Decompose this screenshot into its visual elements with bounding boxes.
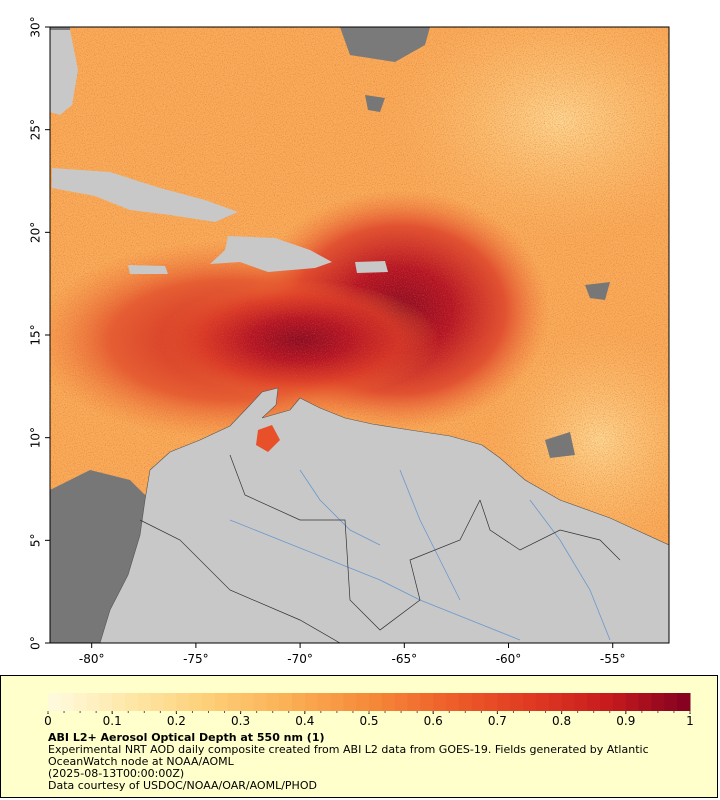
x-tick-label: -55°: [600, 652, 626, 666]
colorbar-step: [535, 693, 550, 711]
colorbar-step: [471, 693, 486, 711]
colorbar-step: [458, 693, 473, 711]
colorbar-step: [125, 693, 139, 711]
colorbar: 0 0.1 0.2 0.3 0.4 0.5 0.6 0.7 0.8 0.9 1: [44, 693, 694, 728]
colorbar-step: [112, 693, 126, 711]
borders: [139, 454, 621, 643]
y-tick-label: 0°: [29, 636, 43, 650]
colorbar-step: [86, 693, 100, 711]
x-tick-label: -70°: [287, 652, 313, 666]
colorbar-step: [214, 693, 229, 711]
colorbar-step: [150, 693, 165, 711]
caption: ABI L2+ Aerosol Optical Depth at 550 nm …: [48, 732, 688, 792]
rivers: [229, 469, 611, 641]
colorbar-tick-label: 1: [686, 714, 694, 728]
y-tick-label: 15°: [29, 324, 43, 345]
colorbar-step: [612, 693, 627, 711]
axes: -80° -75° -70° -65° -60° -55° 0° 5° 10° 15° 20° 25°…: [29, 16, 626, 666]
colorbar-step: [369, 693, 383, 711]
lake: [256, 425, 280, 452]
land: [50, 30, 78, 115]
colorbar-step: [137, 693, 152, 711]
caption-description: Experimental NRT AOD daily composite cre…: [48, 743, 649, 768]
colorbar-step: [291, 693, 306, 711]
colorbar-step: [587, 693, 601, 711]
colorbar-tick-label: 0.2: [167, 714, 186, 728]
y-tick-label: 20°: [29, 222, 43, 243]
colorbar-tick-label: 0.5: [359, 714, 378, 728]
colorbar-step: [330, 693, 344, 711]
no-data: [585, 282, 610, 300]
colorbar-step: [510, 693, 524, 711]
y-tick-label: 30°: [29, 16, 43, 37]
caption-credit: Data courtesy of USDOC/NOAA/OAR/AOML/PHO…: [48, 779, 317, 792]
land: [210, 236, 332, 272]
no-data: [545, 432, 575, 458]
colorbar-tick-label: 0.3: [231, 714, 250, 728]
no-data: [340, 27, 430, 62]
y-tick-label: 5°: [29, 534, 43, 548]
x-tick-label: -80°: [79, 652, 105, 666]
colorbar-step: [317, 693, 331, 711]
colorbar-step: [189, 693, 203, 711]
colorbar-tick-label: 0.9: [616, 714, 635, 728]
colorbar-step: [484, 693, 498, 711]
colorbar-step: [651, 693, 665, 711]
caption-title: ABI L2+ Aerosol Optical Depth at 550 nm …: [48, 731, 325, 744]
colorbar-step: [73, 693, 88, 711]
colorbar-step: [561, 693, 575, 711]
colorbar-step: [279, 693, 293, 711]
colorbar-step: [356, 693, 370, 711]
aod-field: [50, 27, 669, 643]
colorbar-tick-label: 0: [44, 714, 52, 728]
colorbar-step: [574, 693, 588, 711]
colorbar-step: [638, 693, 652, 711]
colorbar-step: [202, 693, 216, 711]
colorbar-step: [548, 693, 563, 711]
x-tick-label: -60°: [496, 652, 522, 666]
y-tick-label: 10°: [29, 427, 43, 448]
colorbar-step: [625, 693, 640, 711]
colorbar-step: [664, 693, 678, 711]
colorbar-step: [253, 693, 267, 711]
colorbar-step: [497, 693, 511, 711]
land: [128, 265, 168, 274]
legend-panel: 0 0.1 0.2 0.3 0.4 0.5 0.6 0.7 0.8 0.9 1 ABI L2+ Ae…: [0, 675, 718, 798]
colorbar-tick-label: 0.4: [295, 714, 314, 728]
colorbar-step: [99, 693, 113, 711]
colorbar-step: [523, 693, 537, 711]
colorbar-step: [407, 693, 421, 711]
colorbar-tick-label: 0.1: [103, 714, 122, 728]
colorbar-step: [343, 693, 357, 711]
no-data: [365, 95, 385, 112]
colorbar-tick-label: 0.8: [552, 714, 571, 728]
colorbar-step: [240, 693, 254, 711]
colorbar-step: [163, 693, 177, 711]
land: [355, 261, 388, 273]
colorbar-step: [433, 693, 447, 711]
colorbar-step: [394, 693, 409, 711]
colorbar-step: [48, 693, 62, 711]
colorbar-step: [266, 693, 280, 711]
land: [52, 168, 238, 222]
colorbar-step: [381, 693, 396, 711]
x-tick-label: -75°: [183, 652, 209, 666]
y-tick-label: 25°: [29, 119, 43, 140]
caption-date: (2025-08-13T00:00:00Z): [48, 767, 185, 780]
colorbar-step: [446, 693, 460, 711]
colorbar-step: [60, 693, 75, 711]
colorbar-step: [600, 693, 614, 711]
x-tick-label: -65°: [392, 652, 418, 666]
colorbar-step: [176, 693, 190, 711]
colorbar-tick-label: 0.7: [488, 714, 507, 728]
colorbar-step: [677, 693, 691, 711]
colorbar-step: [304, 693, 319, 711]
colorbar-step: [227, 693, 242, 711]
colorbar-step: [420, 693, 434, 711]
land: [99, 387, 669, 643]
map-figure: -80° -75° -70° -65° -60° -55° 0° 5° 10° 15° 20° 25°…: [29, 16, 670, 666]
colorbar-tick-label: 0.6: [424, 714, 443, 728]
